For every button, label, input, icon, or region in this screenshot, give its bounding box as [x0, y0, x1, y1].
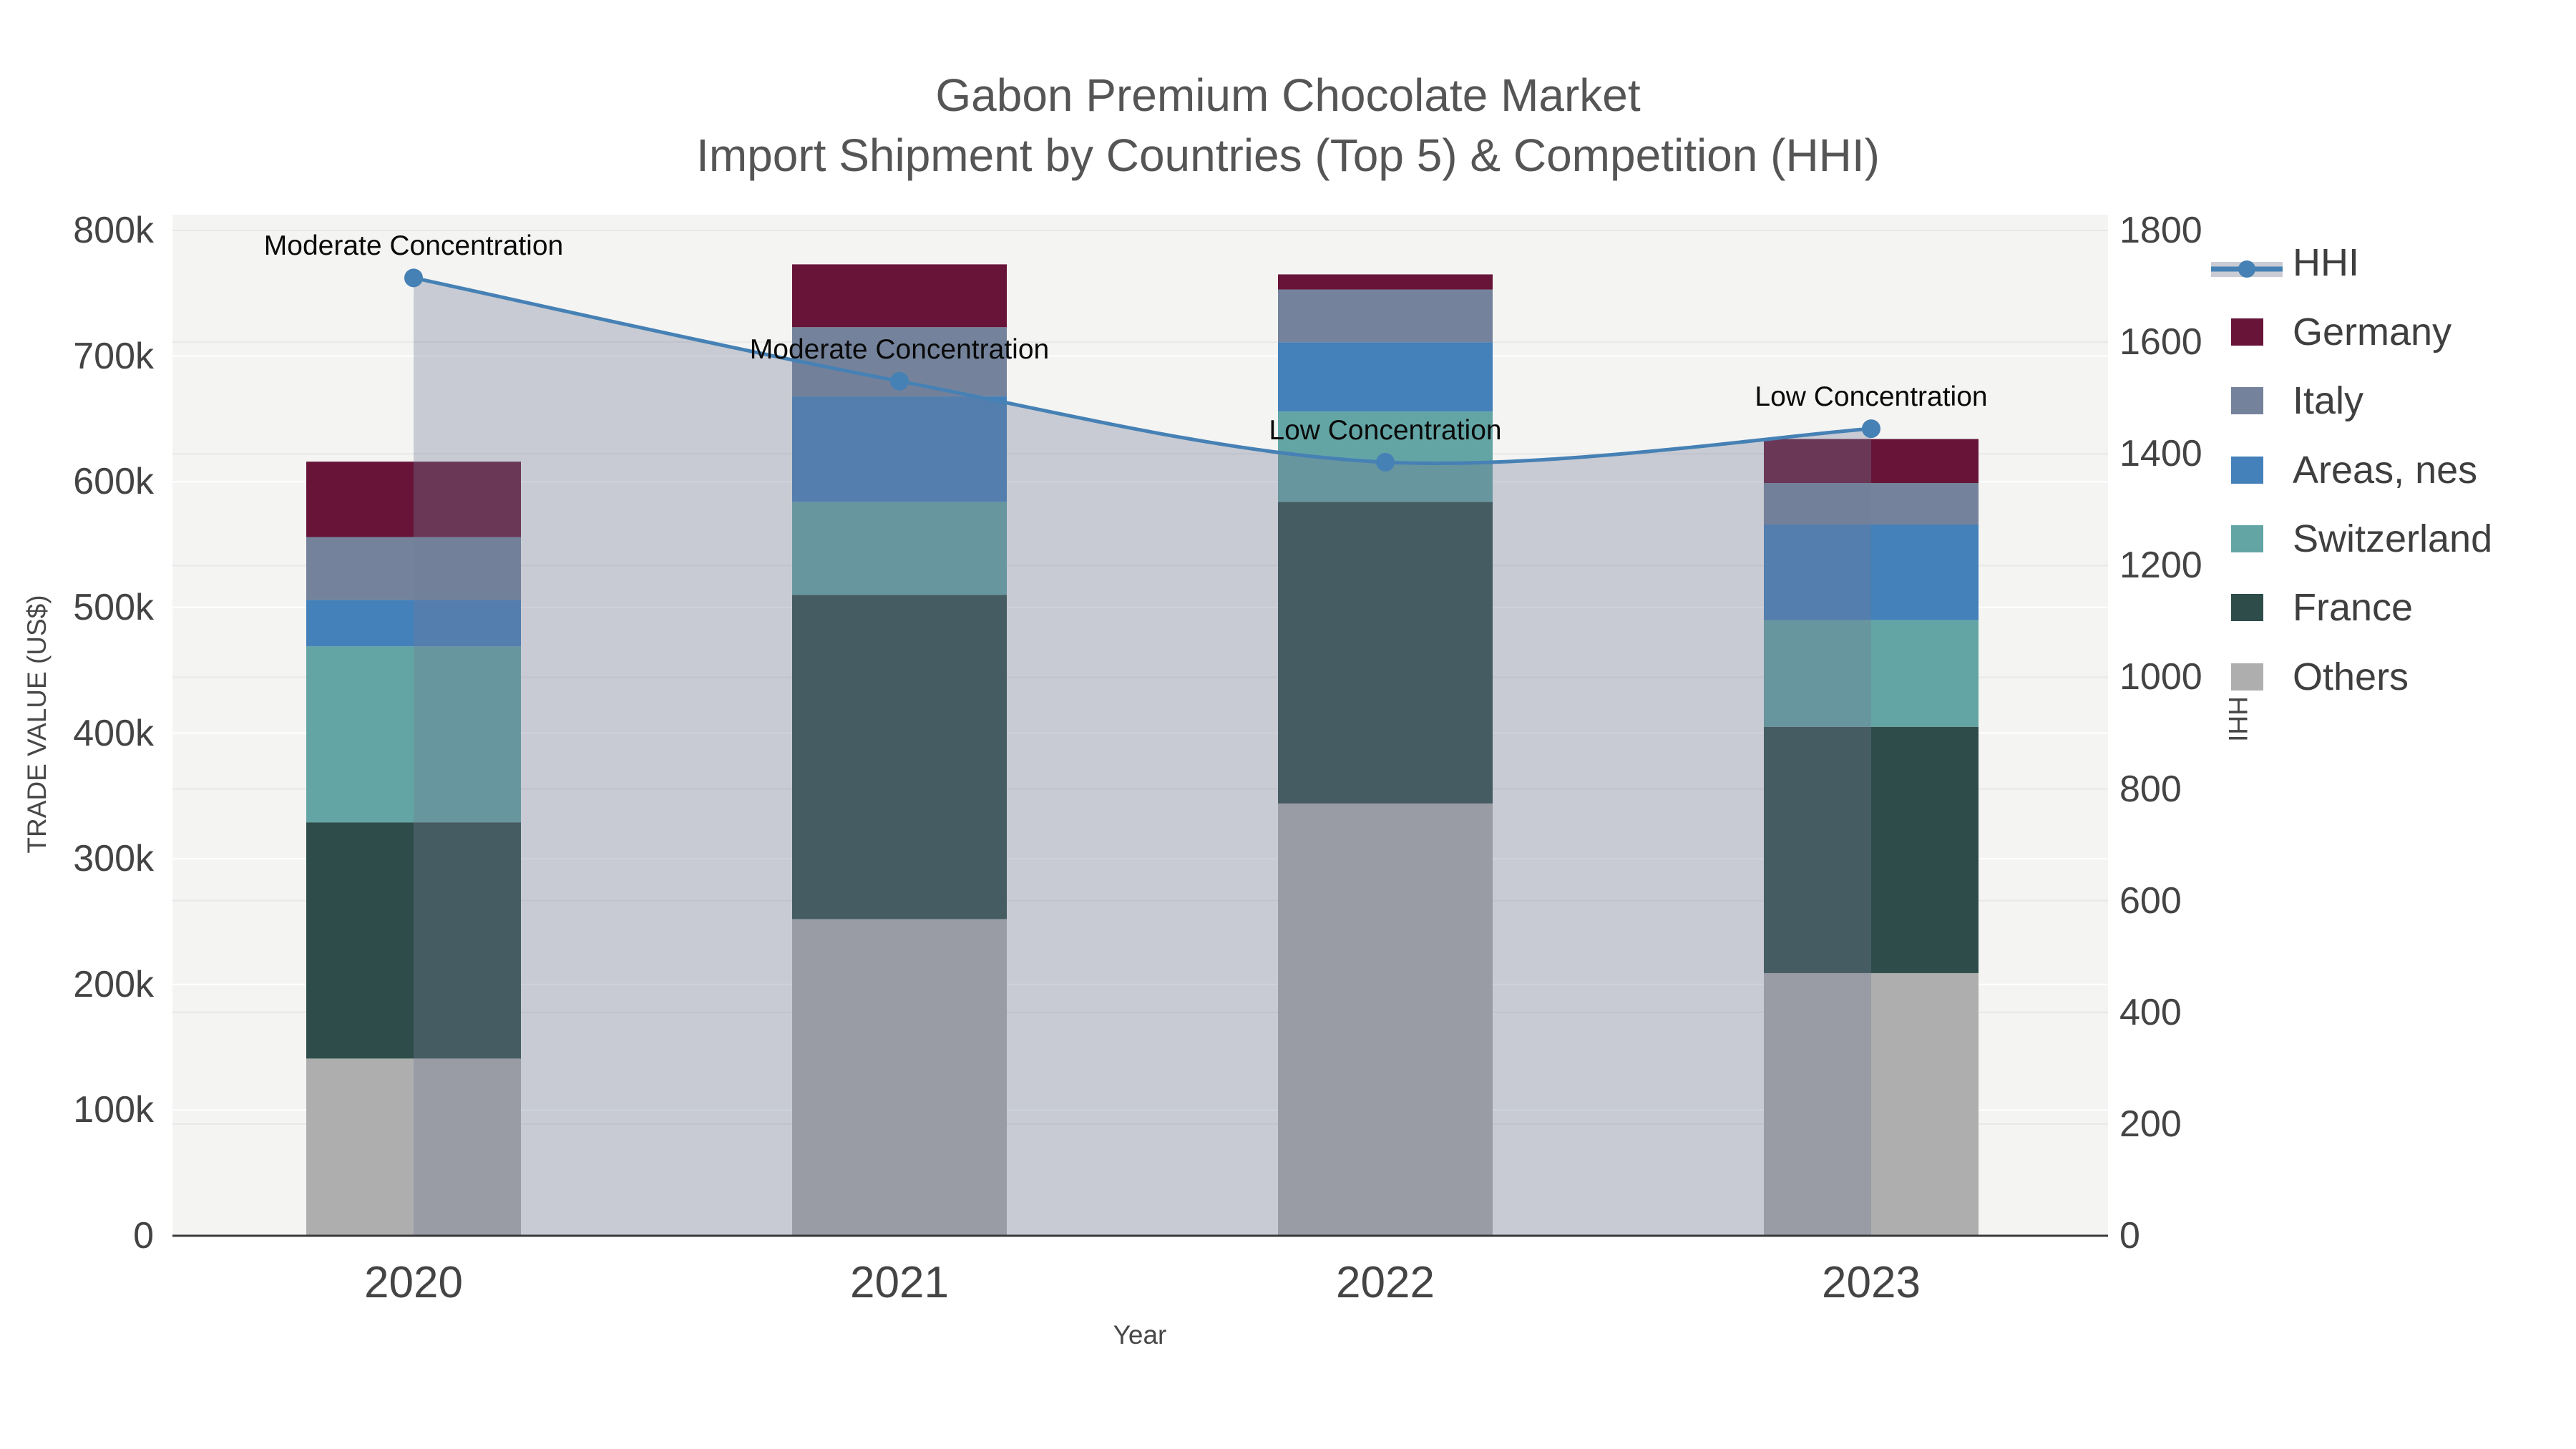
bar-segment-switzerland-2020	[306, 646, 521, 823]
y-axis-title-right: HHI	[2223, 696, 2253, 742]
legend-label: Switzerland	[2293, 517, 2493, 560]
y-tick-left-200k: 200k	[73, 963, 154, 1005]
y-tick-right-1800: 1800	[2119, 210, 2202, 251]
legend-label: Areas, nes	[2293, 449, 2478, 492]
y-tick-right-1600: 1600	[2119, 321, 2202, 364]
y-tick-left-400k: 400k	[73, 712, 154, 754]
bar-segment-france-2023	[1764, 726, 1979, 973]
bar-segment-germany-2020	[306, 462, 521, 537]
bar-segment-others-2023	[1764, 972, 1979, 1236]
legend-label: Germany	[2293, 311, 2452, 353]
legend-item-others[interactable]: Others	[2211, 655, 2409, 698]
annotation-2023: Low Concentration	[1755, 381, 1988, 413]
y-tick-left-100k: 100k	[73, 1089, 154, 1131]
legend-item-italy[interactable]: Italy	[2211, 379, 2364, 422]
bar-segment-areas-nes-2022	[1278, 342, 1493, 411]
legend-label: Italy	[2293, 379, 2364, 422]
bar-segment-italy-2020	[306, 537, 521, 600]
bar-segment-others-2022	[1278, 803, 1493, 1236]
hhi-area-fill	[414, 278, 1871, 1236]
legend-color-swatch	[2231, 387, 2263, 414]
annotation-2022: Low Concentration	[1269, 414, 1502, 446]
y-tick-left-800k: 800k	[73, 210, 154, 251]
legend-label: HHI	[2293, 241, 2359, 284]
legend-item-germany[interactable]: Germany	[2211, 311, 2451, 353]
y-tick-right-200: 200	[2119, 1103, 2182, 1145]
legend-color-swatch	[2231, 318, 2263, 346]
bar-segment-areas-nes-2023	[1764, 524, 1979, 620]
bar-segment-germany-2021	[792, 264, 1007, 328]
bar-segment-switzerland-2021	[792, 502, 1007, 595]
hhi-marker-2021	[890, 371, 909, 391]
bar-segment-areas-nes-2020	[306, 600, 521, 647]
legend-label: Others	[2293, 655, 2409, 698]
hhi-line	[413, 275, 1872, 465]
y-tick-left-300k: 300k	[73, 838, 154, 880]
bar-segment-switzerland-2023	[1764, 620, 1979, 727]
y-tick-left-600k: 600k	[73, 461, 154, 503]
bar-segment-italy-2022	[1278, 289, 1493, 343]
y-tick-left-0: 0	[133, 1215, 154, 1257]
y-tick-right-600: 600	[2119, 879, 2182, 922]
legend-item-france[interactable]: France	[2211, 586, 2414, 629]
bar-segment-germany-2022	[1278, 274, 1493, 290]
y-tick-left-500k: 500k	[73, 586, 154, 628]
legend-hhi-line-icon	[2211, 248, 2283, 278]
legend-item-switzerland[interactable]: Switzerland	[2211, 517, 2493, 560]
y-tick-right-400: 400	[2119, 991, 2182, 1033]
hhi-marker-2023	[1862, 419, 1880, 439]
bar-segment-areas-nes-2021	[792, 396, 1007, 502]
legend-color-swatch	[2231, 525, 2263, 552]
y-tick-right-1000: 1000	[2119, 656, 2202, 698]
legend-item-hhi[interactable]: HHI	[2211, 241, 2359, 284]
hhi-marker-2020	[404, 268, 423, 288]
y-tick-right-800: 800	[2119, 768, 2182, 810]
x-tick-2020: 2020	[364, 1258, 463, 1307]
x-axis-title: Year	[1113, 1320, 1167, 1350]
y-tick-right-0: 0	[2119, 1215, 2140, 1257]
annotation-2021: Moderate Concentration	[749, 333, 1050, 365]
y-tick-left-700k: 700k	[73, 335, 154, 377]
x-tick-2022: 2022	[1336, 1258, 1435, 1307]
hhi-marker-2022	[1376, 452, 1395, 472]
bar-segment-germany-2023	[1764, 439, 1979, 484]
y-tick-right-1400: 1400	[2119, 433, 2202, 475]
bar-segment-others-2020	[306, 1058, 521, 1236]
bar-segment-france-2022	[1278, 502, 1493, 804]
bar-segment-italy-2023	[1764, 483, 1979, 525]
legend-color-swatch	[2231, 663, 2263, 691]
chart-title-line1: Gabon Premium Chocolate Market	[935, 69, 1641, 121]
chart-title-line2: Import Shipment by Countries (Top 5) & C…	[696, 130, 1880, 181]
legend-label: France	[2293, 586, 2414, 629]
legend-color-swatch	[2231, 457, 2263, 484]
bar-segment-france-2020	[306, 822, 521, 1059]
bar-segment-france-2021	[792, 595, 1007, 919]
x-tick-2023: 2023	[1822, 1258, 1921, 1307]
legend-color-swatch	[2231, 594, 2263, 621]
x-tick-2021: 2021	[850, 1258, 949, 1307]
bar-segment-others-2021	[792, 919, 1007, 1236]
legend-item-areas-nes[interactable]: Areas, nes	[2211, 449, 2478, 492]
annotation-2020: Moderate Concentration	[263, 230, 564, 262]
y-tick-right-1200: 1200	[2119, 545, 2202, 587]
